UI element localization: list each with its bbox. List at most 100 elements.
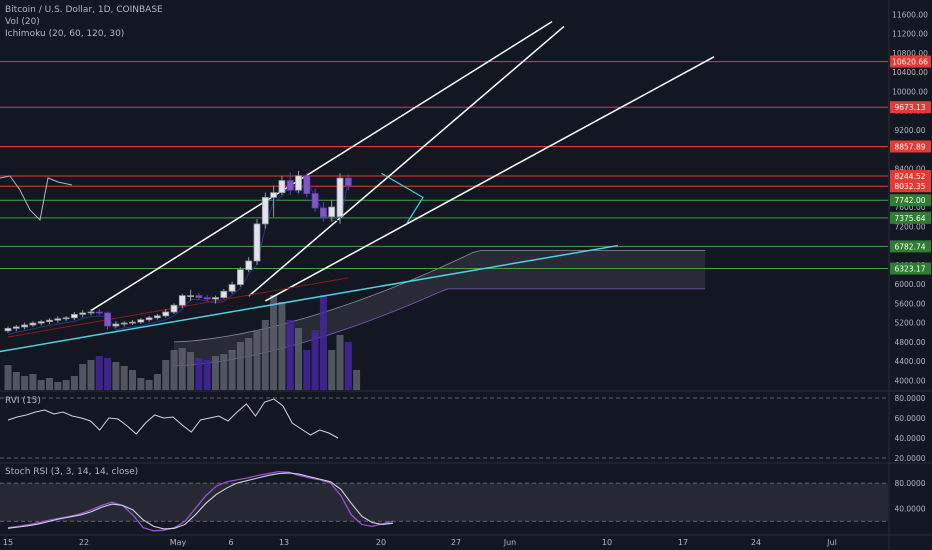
- ichimoku-lagging-line: [0, 175, 73, 222]
- volume-bar: [145, 380, 153, 390]
- time-tick-label: May: [170, 538, 187, 547]
- indicator-legend: Bitcoin / U.S. Dollar, 1D, COINBASE Vol …: [5, 4, 163, 40]
- candle-body[interactable]: [236, 269, 244, 285]
- price-pane[interactable]: [0, 21, 932, 536]
- candle-body[interactable]: [153, 315, 161, 319]
- time-tick-label: 24: [751, 538, 761, 547]
- candle-body[interactable]: [37, 321, 45, 324]
- volume-legend[interactable]: Vol (20): [5, 17, 40, 27]
- trendline[interactable]: [90, 21, 553, 312]
- candle-body[interactable]: [328, 206, 336, 218]
- rvi-pane[interactable]: [0, 397, 888, 459]
- time-tick-label: 20: [376, 538, 386, 547]
- candle-body[interactable]: [54, 318, 62, 321]
- candle-body[interactable]: [21, 324, 29, 328]
- candle-body[interactable]: [311, 193, 319, 209]
- candle-body[interactable]: [46, 319, 53, 323]
- candle-body[interactable]: [87, 311, 95, 314]
- candle-body[interactable]: [203, 297, 211, 300]
- candle-body[interactable]: [228, 284, 236, 292]
- candle-body[interactable]: [187, 295, 195, 298]
- volume-bar: [286, 320, 294, 390]
- candle-body[interactable]: [295, 175, 302, 191]
- stoch-rsi-pane[interactable]: [0, 470, 888, 532]
- stoch-k-line: [7, 470, 394, 532]
- volume-bar: [21, 376, 29, 390]
- volume-bar: [344, 342, 352, 390]
- candle-body[interactable]: [253, 223, 261, 262]
- candle-body[interactable]: [29, 322, 37, 326]
- price-tick-label: 7600.00: [894, 203, 925, 212]
- candle-body[interactable]: [170, 304, 178, 313]
- volume-bar: [212, 356, 219, 390]
- pattern-drawing[interactable]: [381, 172, 424, 225]
- volume-bar: [62, 380, 70, 390]
- level-price-label-bg: [890, 211, 931, 224]
- volume-bar: [79, 364, 87, 390]
- symbol-title[interactable]: Bitcoin / U.S. Dollar, 1D, COINBASE: [5, 5, 163, 15]
- level-price-label-bg: [890, 140, 931, 153]
- candle-body[interactable]: [95, 311, 103, 314]
- volume-bar: [12, 372, 20, 390]
- candle-body[interactable]: [286, 180, 294, 191]
- volume-bar: [195, 358, 203, 390]
- candle-body[interactable]: [120, 322, 128, 325]
- volume-bar: [311, 330, 319, 390]
- candle-body[interactable]: [303, 175, 311, 194]
- candle-body[interactable]: [71, 314, 78, 319]
- volume-bar: [336, 335, 344, 390]
- ichimoku-legend[interactable]: Ichimoku (20, 60, 120, 30): [5, 29, 125, 39]
- price-tick-label: 4000.00: [894, 376, 925, 385]
- time-tick-label: Jun: [503, 538, 517, 547]
- level-price-label: 7375.64: [894, 214, 925, 223]
- rvi-legend[interactable]: RVI (15): [5, 396, 41, 406]
- stoch-band-fill: [0, 483, 888, 522]
- level-price-label: 8244.52: [894, 172, 925, 181]
- candle-body[interactable]: [261, 197, 269, 225]
- volume-bar: [4, 365, 12, 390]
- candle-body[interactable]: [212, 297, 219, 300]
- candle-body[interactable]: [62, 317, 70, 320]
- candle-body[interactable]: [336, 177, 344, 218]
- price-tick-label: 7200.00: [894, 222, 925, 231]
- level-price-label: 7742.00: [894, 196, 925, 205]
- candle-body[interactable]: [278, 180, 286, 193]
- candle-body[interactable]: [79, 312, 87, 315]
- trendline[interactable]: [0, 244, 619, 353]
- price-tick-label: 10400.00: [892, 68, 928, 77]
- candle-body[interactable]: [270, 192, 278, 198]
- trendline[interactable]: [264, 56, 715, 302]
- price-tick-label: 6000.00: [894, 280, 925, 289]
- candle-body[interactable]: [245, 260, 253, 271]
- candle-body[interactable]: [195, 295, 203, 298]
- candle-body[interactable]: [162, 311, 170, 317]
- candle-body[interactable]: [12, 326, 20, 329]
- volume-bar: [137, 378, 145, 390]
- candle-body[interactable]: [220, 290, 228, 298]
- ichimoku-base-line: [7, 277, 349, 338]
- volume-bar: [87, 360, 95, 390]
- candle-body[interactable]: [319, 207, 327, 218]
- candle-body[interactable]: [145, 317, 153, 321]
- candle-body[interactable]: [178, 295, 186, 306]
- candle-body[interactable]: [4, 327, 12, 332]
- time-axis[interactable]: 15 22 May 6 13 20 27 Jun 10 17 24 Jul: [3, 538, 837, 547]
- volume-bar: [303, 350, 311, 390]
- price-axis[interactable]: 4000.00 4400.00 4800.00 5200.00 5600.00 6000.…: [888, 0, 931, 550]
- volume-bar: [236, 342, 244, 390]
- stoch-tick-label: 40.0000: [894, 505, 925, 514]
- volume-bar: [70, 376, 78, 390]
- volume-bar: [353, 370, 361, 390]
- stoch-rsi-legend[interactable]: Stoch RSI (3, 3, 14, 14, close): [5, 467, 139, 477]
- candle-body[interactable]: [112, 323, 120, 327]
- candle-body[interactable]: [104, 312, 111, 327]
- trendline[interactable]: [248, 25, 565, 297]
- rvi-tick-label: 20.0000: [894, 454, 925, 463]
- volume-bar: [261, 320, 269, 390]
- price-tick-label: 4800.00: [894, 338, 925, 347]
- candle-body[interactable]: [137, 319, 145, 323]
- candle-body[interactable]: [344, 177, 352, 186]
- candle-body[interactable]: [129, 321, 136, 324]
- volume-bar: [295, 328, 302, 390]
